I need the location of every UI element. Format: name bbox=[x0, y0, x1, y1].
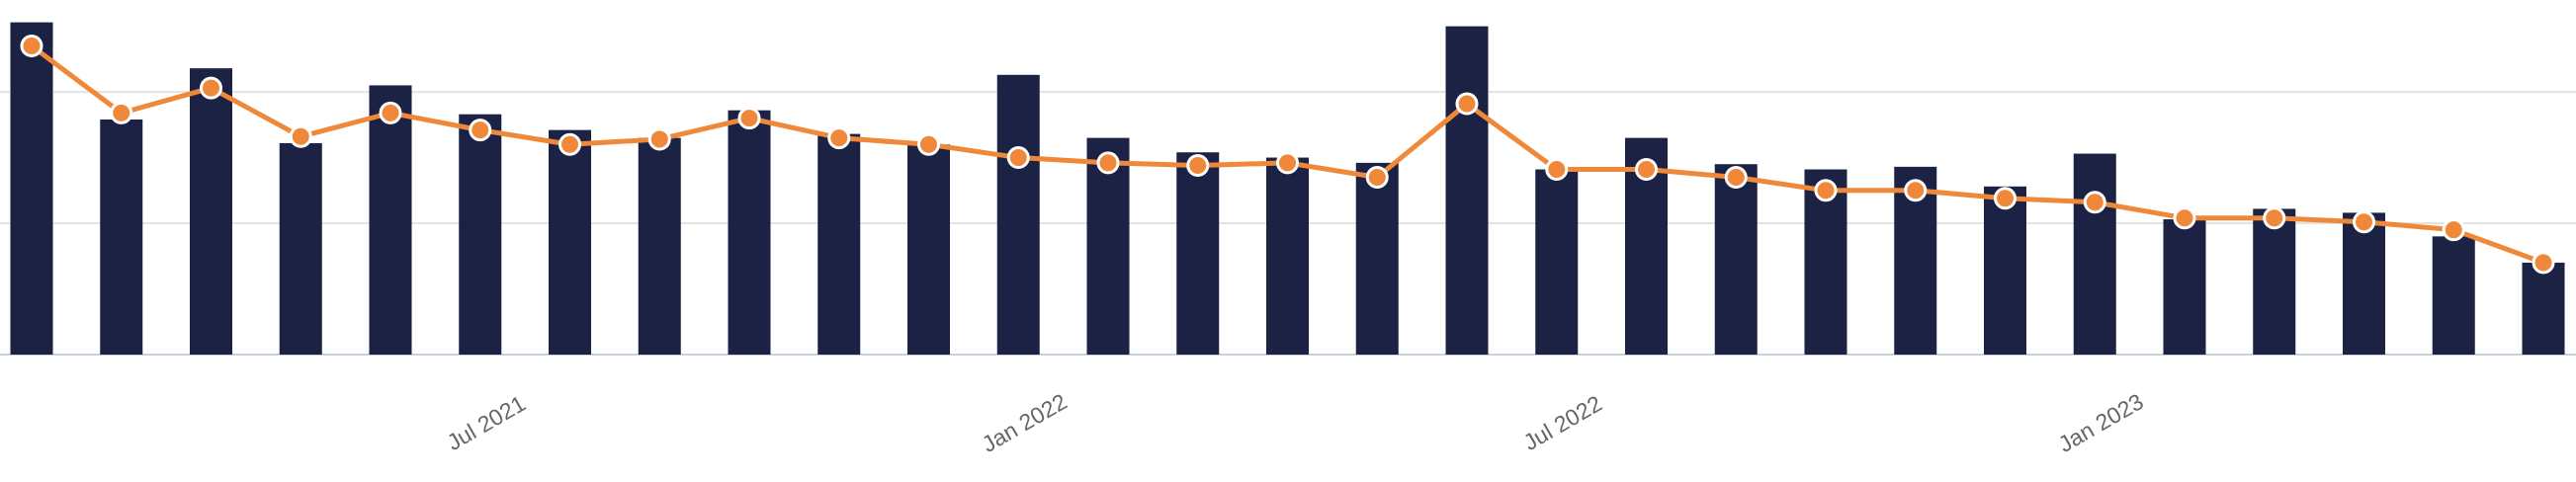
bar bbox=[2522, 262, 2565, 355]
line-marker bbox=[2083, 191, 2106, 214]
x-tick-label: Jul 2022 bbox=[1519, 390, 1606, 455]
line-marker bbox=[1186, 154, 1210, 178]
line-marker bbox=[1635, 158, 1658, 182]
line-marker bbox=[110, 101, 133, 124]
line-marker bbox=[827, 126, 851, 150]
bar bbox=[1445, 26, 1489, 356]
line-marker bbox=[917, 132, 940, 156]
line-marker bbox=[2263, 206, 2286, 230]
bar bbox=[638, 137, 681, 355]
line-marker bbox=[558, 132, 581, 156]
x-tick-label: Jan 2022 bbox=[978, 388, 1072, 457]
x-tick-label: Jan 2023 bbox=[2054, 388, 2148, 457]
line-marker bbox=[647, 127, 671, 151]
x-tick-label: Jul 2021 bbox=[443, 390, 530, 455]
bar bbox=[907, 144, 950, 355]
bar bbox=[190, 68, 232, 355]
bar bbox=[1714, 164, 1758, 355]
line-marker bbox=[2353, 210, 2375, 234]
line-marker bbox=[289, 124, 312, 148]
bar bbox=[459, 114, 502, 355]
line-marker bbox=[1994, 187, 2017, 210]
line-marker bbox=[2532, 251, 2555, 275]
bar bbox=[369, 85, 412, 355]
line-marker bbox=[379, 101, 402, 124]
line-marker bbox=[1276, 151, 1299, 175]
line-marker bbox=[1545, 158, 1569, 182]
bar bbox=[2163, 219, 2206, 355]
bar bbox=[728, 110, 771, 355]
bar bbox=[1355, 162, 1399, 355]
bar bbox=[10, 22, 53, 356]
line-marker bbox=[20, 35, 43, 58]
line-marker bbox=[1814, 179, 1838, 202]
bar bbox=[2343, 212, 2385, 355]
line-marker bbox=[1724, 166, 1748, 189]
bar bbox=[279, 142, 322, 355]
line-marker bbox=[1904, 179, 1928, 202]
line-marker bbox=[1455, 92, 1479, 116]
line-marker bbox=[1365, 166, 1389, 189]
bar bbox=[996, 74, 1040, 356]
bar bbox=[2253, 208, 2296, 355]
bar bbox=[2432, 236, 2475, 355]
line-marker bbox=[1006, 146, 1030, 170]
line-marker bbox=[1096, 151, 1120, 175]
line-marker bbox=[2173, 206, 2196, 230]
line-marker bbox=[737, 107, 761, 130]
line-marker bbox=[2442, 218, 2465, 242]
line-marker bbox=[200, 76, 222, 100]
bar bbox=[1535, 169, 1579, 355]
bar bbox=[100, 119, 143, 355]
bar bbox=[1176, 152, 1220, 355]
bar bbox=[549, 129, 591, 355]
bar bbox=[1984, 186, 2026, 355]
bar bbox=[1266, 157, 1309, 355]
line-marker bbox=[469, 119, 492, 142]
bar bbox=[817, 133, 861, 355]
bar bbox=[2073, 153, 2116, 355]
